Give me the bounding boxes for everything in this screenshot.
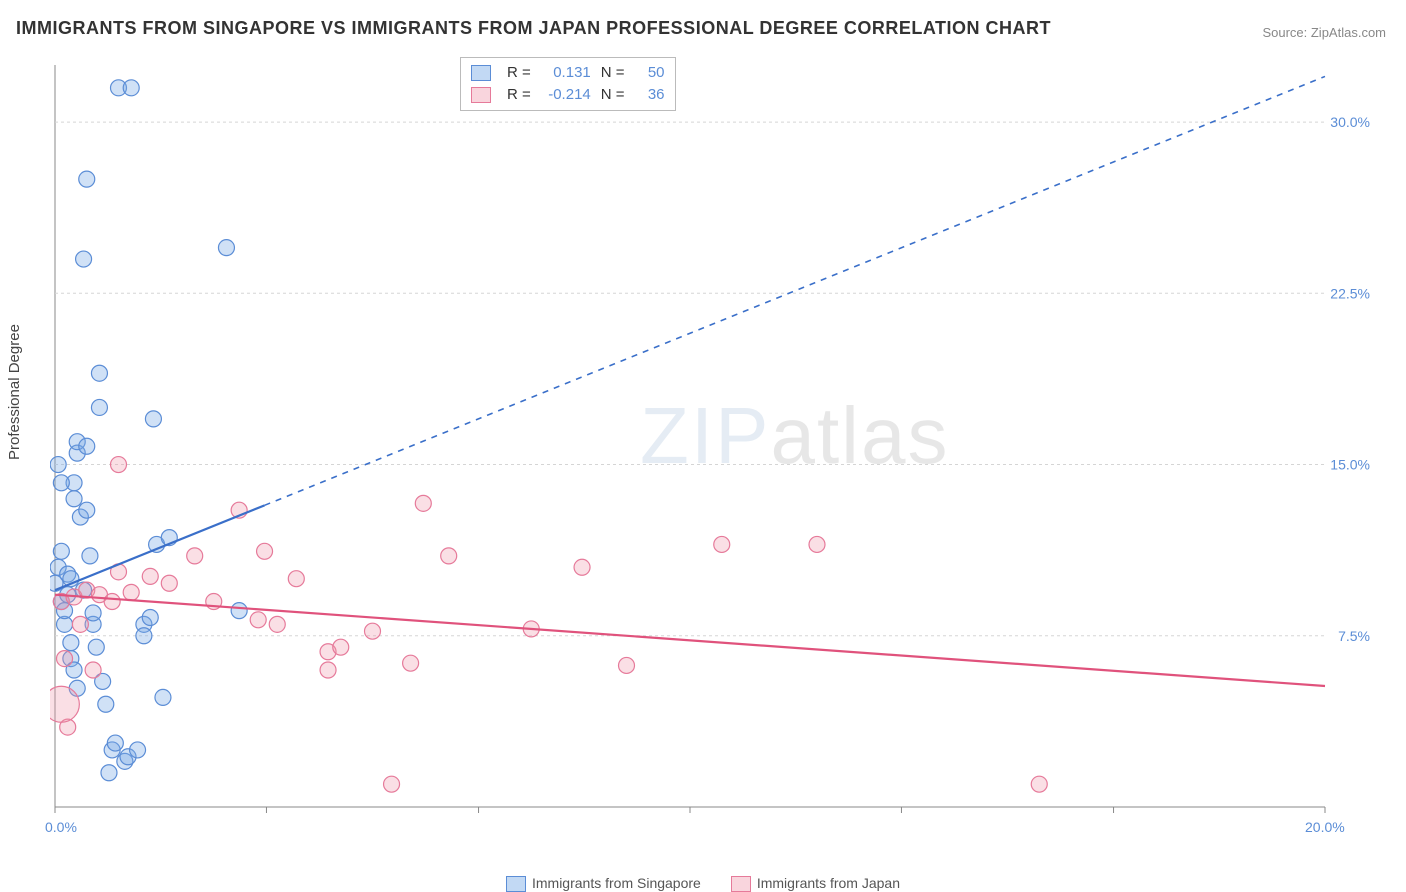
stat-r-label: R = [507,62,531,84]
svg-text:30.0%: 30.0% [1330,114,1370,130]
stat-row: R = 0.131 N = 50 [471,62,665,84]
watermark-bold: ZIP [640,391,770,480]
legend-label: Immigrants from Singapore [532,875,701,891]
legend-item: Immigrants from Japan [731,875,900,892]
stat-n-value: 50 [635,62,665,84]
stat-legend-box: R = 0.131 N = 50 R = -0.214 N = 36 [460,57,676,111]
stat-r-value: -0.214 [541,84,591,106]
svg-text:7.5%: 7.5% [1338,628,1370,644]
legend-item: Immigrants from Singapore [506,875,701,892]
watermark: ZIPatlas [640,390,949,482]
x-axis-min-label: 0.0% [45,819,77,835]
x-axis-max-label: 20.0% [1305,819,1345,835]
swatch-pink [731,876,751,892]
stat-r-label: R = [507,84,531,106]
stat-row: R = -0.214 N = 36 [471,84,665,106]
chart-title: IMMIGRANTS FROM SINGAPORE VS IMMIGRANTS … [16,18,1051,39]
svg-text:15.0%: 15.0% [1330,457,1370,473]
stat-r-value: 0.131 [541,62,591,84]
swatch-pink [471,87,491,103]
source-label: Source: ZipAtlas.com [1262,25,1386,40]
stat-n-label: N = [601,84,625,106]
legend-label: Immigrants from Japan [757,875,900,891]
watermark-thin: atlas [770,391,949,480]
swatch-blue [471,65,491,81]
chart-container: IMMIGRANTS FROM SINGAPORE VS IMMIGRANTS … [0,0,1406,892]
stat-n-value: 36 [635,84,665,106]
swatch-blue [506,876,526,892]
y-axis-label: Professional Degree [6,324,23,460]
svg-text:22.5%: 22.5% [1330,285,1370,301]
bottom-legend: Immigrants from Singapore Immigrants from… [0,875,1406,892]
stat-n-label: N = [601,62,625,84]
